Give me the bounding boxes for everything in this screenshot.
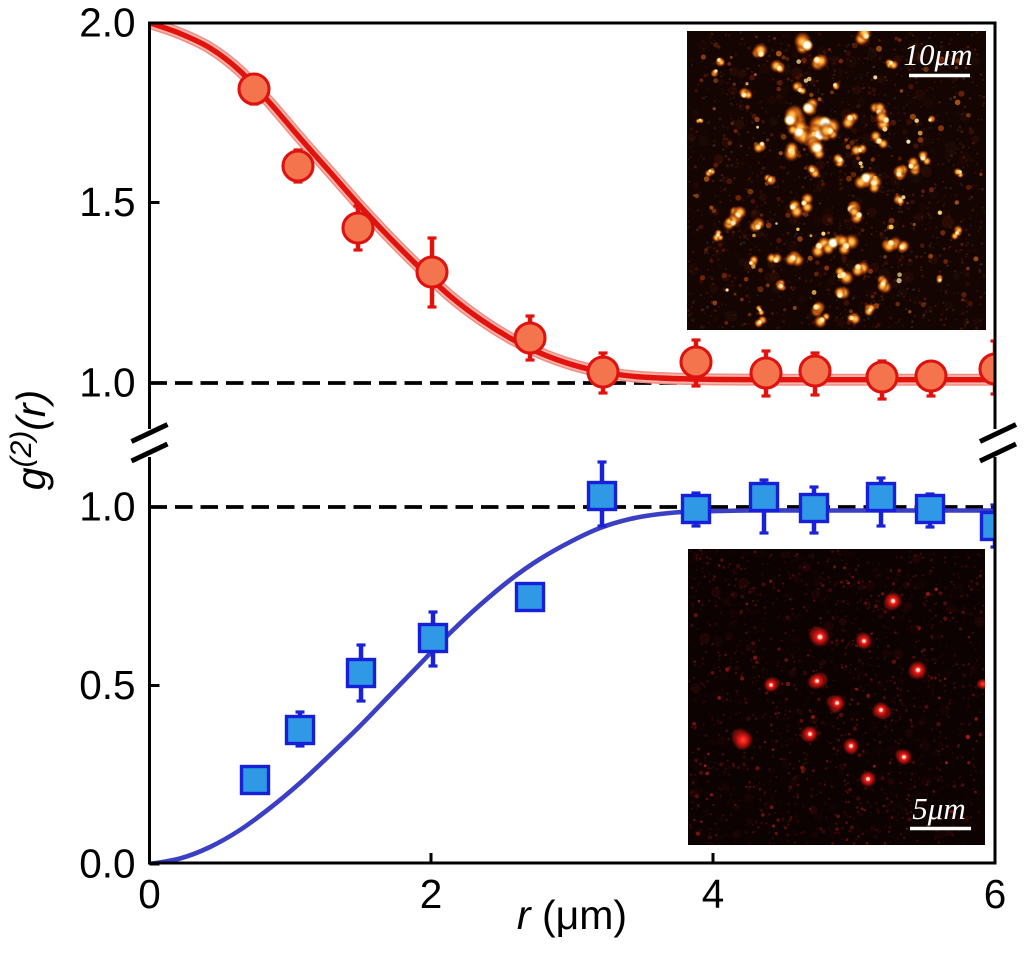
svg-text:4: 4 — [702, 871, 725, 917]
svg-text:0.0: 0.0 — [79, 841, 135, 887]
svg-text:2: 2 — [420, 871, 443, 917]
svg-text:1.0: 1.0 — [79, 360, 135, 406]
svg-text:10μm: 10μm — [904, 37, 973, 72]
svg-text:0: 0 — [138, 871, 161, 917]
svg-text:1.5: 1.5 — [79, 179, 135, 225]
svg-text:5μm: 5μm — [912, 791, 965, 826]
svg-text:2.0: 2.0 — [79, 0, 135, 46]
svg-text:g(2)(r): g(2)(r) — [5, 390, 54, 490]
svg-text:6: 6 — [984, 871, 1007, 917]
svg-text:r (μm): r (μm) — [517, 892, 627, 938]
svg-text:1.0: 1.0 — [79, 484, 135, 530]
svg-text:0.5: 0.5 — [79, 662, 135, 708]
